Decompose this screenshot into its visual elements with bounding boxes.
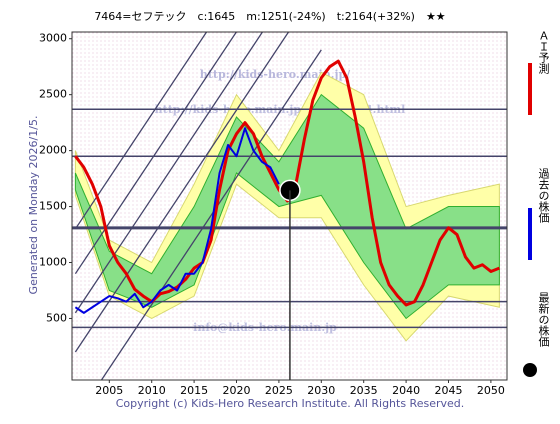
y-tick-label: 3000 xyxy=(39,32,67,45)
trend-line xyxy=(74,32,290,353)
past-price-line xyxy=(74,127,280,314)
x-tick-label: 2035 xyxy=(350,384,378,397)
trend-line xyxy=(74,32,238,275)
trend-line xyxy=(100,49,322,380)
chart-title: 7464=セフテック c:1645 m:1251(-24%) t:2164(+3… xyxy=(94,10,445,23)
watermark: http://kids-hero.main.jp/ xyxy=(200,68,351,81)
trend-line xyxy=(74,32,208,230)
x-tick-label: 2005 xyxy=(95,384,123,397)
y-tick-label: 1500 xyxy=(39,200,67,213)
x-tick-label: 2025 xyxy=(265,384,293,397)
side-note: Generated on Monday 2026/1/5. xyxy=(27,116,40,295)
x-tick-label: 2015 xyxy=(180,384,208,397)
legend-label: ＡＩ予測 xyxy=(537,30,550,75)
x-tick-label: 2030 xyxy=(307,384,335,397)
prediction-line xyxy=(74,59,500,307)
y-tick-label: 2000 xyxy=(39,144,67,157)
legend-label: 最新の株価 xyxy=(537,292,550,347)
x-tick-label: 2040 xyxy=(392,384,420,397)
x-tick-label: 2050 xyxy=(477,384,505,397)
legend-label: 過去の株価 xyxy=(537,168,550,223)
x-tick-label: 2045 xyxy=(434,384,462,397)
footer: Copyright (c) Kids-Hero Research Institu… xyxy=(116,397,465,410)
x-tick-label: 2020 xyxy=(223,384,251,397)
x-tick-label: 2010 xyxy=(138,384,166,397)
band-green xyxy=(74,93,500,320)
legend-swatch xyxy=(523,363,537,377)
y-tick-label: 500 xyxy=(46,311,67,324)
y-tick-label: 1000 xyxy=(39,256,67,269)
trend-line xyxy=(74,32,264,314)
y-tick-label: 2500 xyxy=(39,88,67,101)
